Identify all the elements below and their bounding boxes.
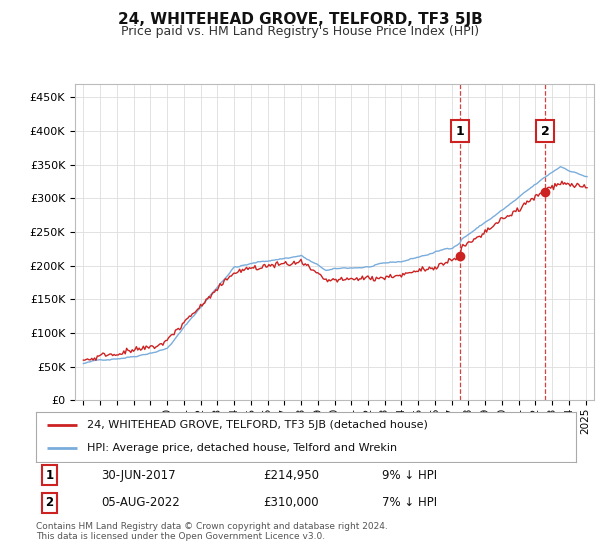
Text: 2: 2 bbox=[46, 496, 53, 509]
Text: 1: 1 bbox=[455, 125, 464, 138]
Text: £310,000: £310,000 bbox=[263, 496, 319, 509]
Text: 24, WHITEHEAD GROVE, TELFORD, TF3 5JB (detached house): 24, WHITEHEAD GROVE, TELFORD, TF3 5JB (d… bbox=[88, 420, 428, 430]
Text: 05-AUG-2022: 05-AUG-2022 bbox=[101, 496, 179, 509]
Text: £214,950: £214,950 bbox=[263, 469, 319, 482]
Text: 30-JUN-2017: 30-JUN-2017 bbox=[101, 469, 175, 482]
Text: 7% ↓ HPI: 7% ↓ HPI bbox=[382, 496, 437, 509]
Text: 1: 1 bbox=[46, 469, 53, 482]
Text: HPI: Average price, detached house, Telford and Wrekin: HPI: Average price, detached house, Telf… bbox=[88, 444, 397, 454]
Text: Contains HM Land Registry data © Crown copyright and database right 2024.
This d: Contains HM Land Registry data © Crown c… bbox=[36, 522, 388, 542]
Text: Price paid vs. HM Land Registry's House Price Index (HPI): Price paid vs. HM Land Registry's House … bbox=[121, 25, 479, 38]
Text: 24, WHITEHEAD GROVE, TELFORD, TF3 5JB: 24, WHITEHEAD GROVE, TELFORD, TF3 5JB bbox=[118, 12, 482, 27]
Text: 9% ↓ HPI: 9% ↓ HPI bbox=[382, 469, 437, 482]
Text: 2: 2 bbox=[541, 125, 550, 138]
